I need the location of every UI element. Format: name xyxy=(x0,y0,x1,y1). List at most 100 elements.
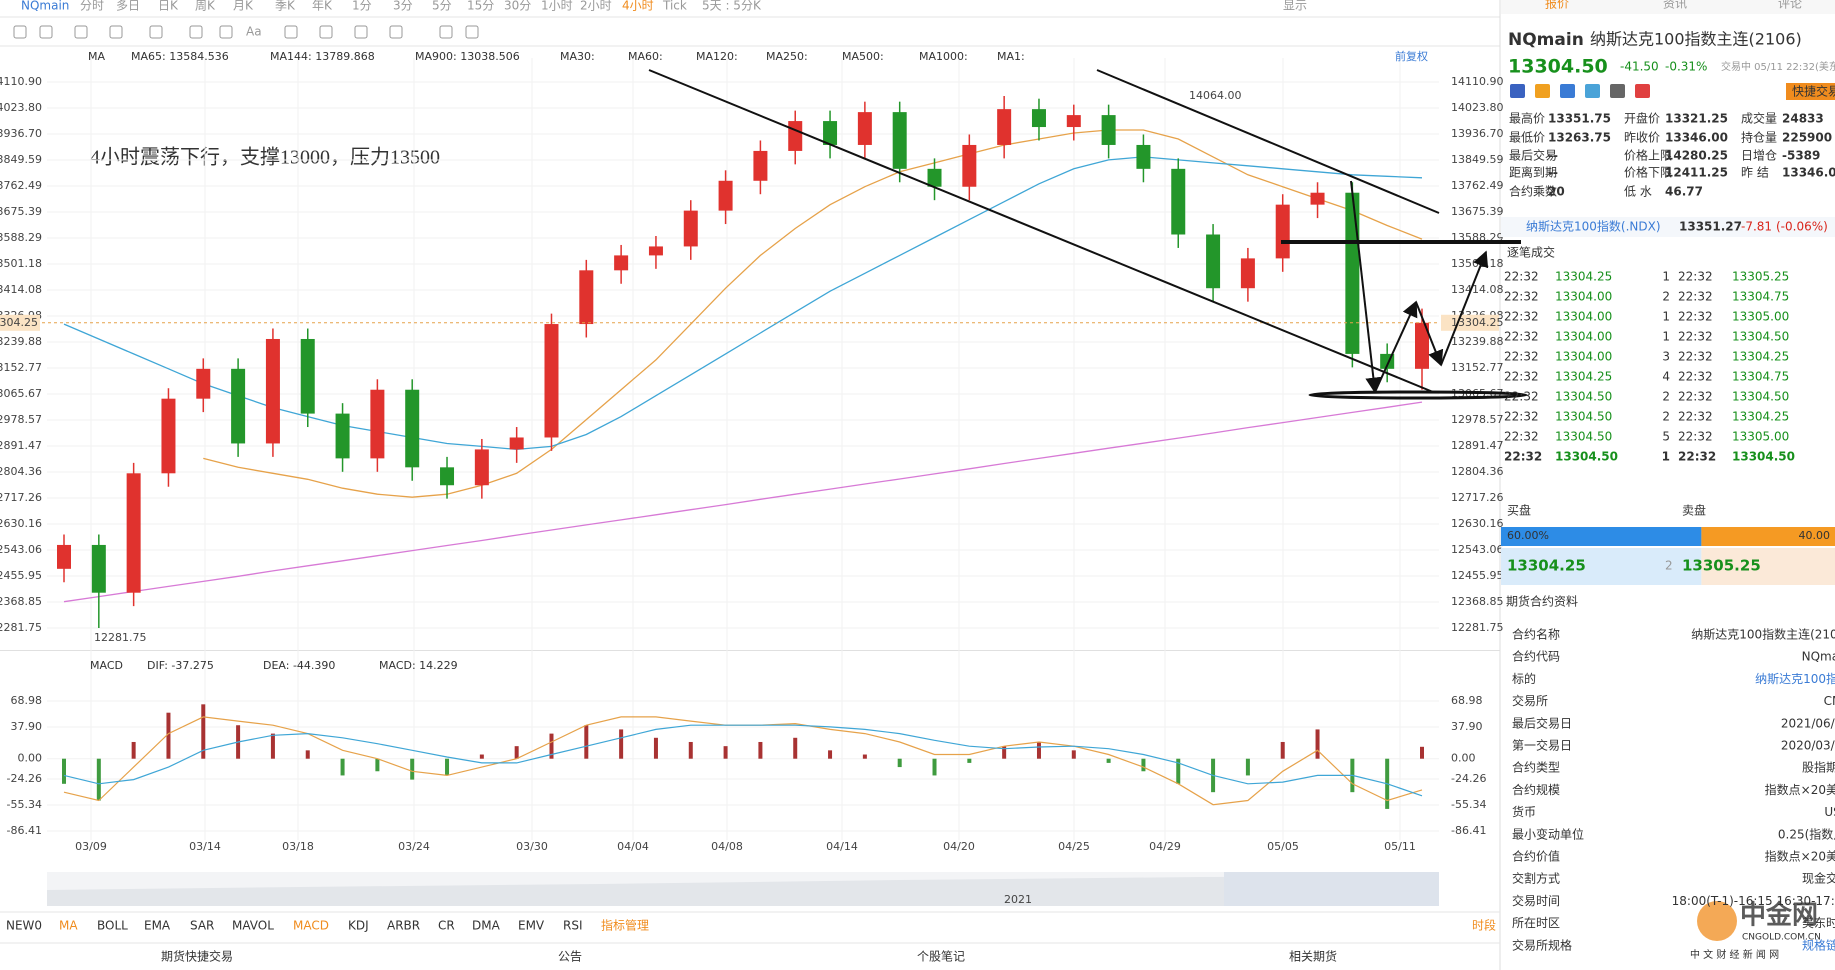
period-tab[interactable]: 1分 xyxy=(352,0,372,13)
support-line xyxy=(1308,390,1528,400)
tool-icon[interactable] xyxy=(354,25,368,39)
period-tab[interactable]: 5天 : 5分K xyxy=(702,0,762,13)
indicator-tab[interactable]: ARBR xyxy=(387,919,420,933)
period-tab[interactable]: 多日 xyxy=(116,0,140,13)
trade-cell: 22:32 xyxy=(1678,450,1716,464)
period-tab[interactable]: 月K xyxy=(233,0,254,13)
info-value: CME xyxy=(1824,694,1835,708)
panel-tab[interactable]: 资讯 xyxy=(1663,0,1687,11)
session-button[interactable]: 时段 xyxy=(1472,918,1496,933)
indicator-tab[interactable]: DMA xyxy=(472,919,501,933)
indicator-tab[interactable]: MACD xyxy=(293,919,329,933)
indicator-tab[interactable]: RSI xyxy=(563,919,583,933)
period-tab[interactable]: Tick xyxy=(662,0,687,13)
stat-value: 13263.75 xyxy=(1548,131,1611,145)
stat-label: 价格下限 xyxy=(1624,165,1672,180)
info-label: 交易所 xyxy=(1512,693,1548,708)
tool-icon[interactable] xyxy=(189,25,203,39)
legend-inactive: MA1000: xyxy=(919,50,968,63)
tool-icon[interactable] xyxy=(39,25,53,39)
y-tick-label: 12891.47 xyxy=(1451,439,1504,452)
y-tick-label: -55.34 xyxy=(1451,798,1486,811)
period-tab[interactable]: 2小时 xyxy=(580,0,612,13)
panel-tab[interactable]: 评论 xyxy=(1778,0,1802,11)
period-tab[interactable]: 分时 xyxy=(80,0,104,13)
macd-bar xyxy=(305,750,310,759)
arrow xyxy=(1350,180,1382,394)
stat-label: 低 水 xyxy=(1624,185,1652,199)
indicator-tab[interactable]: NEW0 xyxy=(6,919,42,933)
tool-icon[interactable] xyxy=(219,25,233,39)
y-tick-label: 14110.90 xyxy=(0,75,42,88)
quick-trade-button[interactable] xyxy=(1786,83,1835,100)
indicator-tab[interactable]: SAR xyxy=(190,919,214,933)
icon[interactable] xyxy=(1585,84,1600,98)
period-tab[interactable]: 5分 xyxy=(432,0,452,13)
indicator-tab[interactable]: CR xyxy=(438,919,455,933)
icon[interactable] xyxy=(1535,84,1550,98)
indicator-tab[interactable]: BOLL xyxy=(97,919,128,933)
info-label: 合约规模 xyxy=(1512,782,1560,797)
display-button[interactable]: 显示 xyxy=(1283,0,1307,13)
footer-link[interactable]: 个股笔记 xyxy=(917,949,965,964)
period-tab[interactable]: 15分 xyxy=(467,0,494,13)
icon[interactable] xyxy=(1635,84,1650,98)
tool-icon[interactable] xyxy=(109,25,123,39)
y-tick-label: 12978.57 xyxy=(1451,413,1504,426)
period-tab[interactable]: 3分 xyxy=(393,0,413,13)
footer-link[interactable]: 相关期货 xyxy=(1289,949,1337,964)
period-tab[interactable]: 30分 xyxy=(504,0,531,13)
tool-icon[interactable] xyxy=(439,25,453,39)
indicator-tab[interactable]: MA xyxy=(59,919,78,933)
tool-icon[interactable] xyxy=(284,25,298,39)
tool-icon[interactable] xyxy=(319,25,333,39)
period-tab[interactable]: 季K xyxy=(275,0,296,13)
period-tab[interactable]: 年K xyxy=(312,0,333,13)
info-value: 0.25(指数点) xyxy=(1778,826,1835,841)
candle-body xyxy=(126,473,141,593)
bid-size: 2 xyxy=(1665,559,1673,573)
footer-link[interactable]: 期货快捷交易 xyxy=(161,949,233,964)
indicator-tab[interactable]: EMA xyxy=(144,919,171,933)
info-value: USD xyxy=(1824,805,1835,819)
indicator-tab[interactable]: EMV xyxy=(518,919,545,933)
period-tab[interactable]: 周K xyxy=(195,0,216,13)
tool-icon[interactable] xyxy=(389,25,403,39)
candle-body xyxy=(823,121,838,145)
tool-icon[interactable] xyxy=(149,25,163,39)
legend-inactive: MA120: xyxy=(696,50,738,63)
tool-icon[interactable] xyxy=(465,25,479,39)
footer-link[interactable]: 公告 xyxy=(558,950,582,964)
y-tick-label: 68.98 xyxy=(11,694,43,707)
candle-body xyxy=(1206,234,1221,289)
tool-icon[interactable] xyxy=(13,25,27,39)
panel-tab[interactable]: 报价 xyxy=(1545,0,1569,11)
period-tab[interactable]: 日K xyxy=(158,0,179,13)
bid-box xyxy=(1501,548,1702,585)
scroller-window[interactable] xyxy=(1224,872,1439,906)
tool-icon[interactable] xyxy=(74,25,88,39)
candle-body xyxy=(1101,115,1116,145)
tool-button[interactable]: Aa xyxy=(246,25,262,39)
adjust-button[interactable]: 前复权 xyxy=(1395,49,1428,63)
info-value: 2020/03/20 xyxy=(1781,739,1835,753)
y-tick-label: -24.26 xyxy=(1451,772,1486,785)
trade-cell: 22:32 xyxy=(1678,310,1713,324)
x-tick-label: 04/20 xyxy=(943,840,975,853)
macd-bar xyxy=(1002,746,1007,759)
indicator-tab[interactable]: MAVOL xyxy=(232,919,274,933)
indicator-tab[interactable]: 指标管理 xyxy=(601,918,649,933)
period-tab[interactable]: 4小时 xyxy=(622,0,654,13)
period-tab[interactable]: 1小时 xyxy=(541,0,573,13)
icon[interactable] xyxy=(1560,84,1575,98)
buy-bar xyxy=(1501,527,1702,546)
legend-inactive: MA500: xyxy=(842,50,884,63)
trade-cell: 22:32 xyxy=(1504,430,1539,444)
macd-bar xyxy=(479,754,484,759)
trade-cell: 2 xyxy=(1662,410,1670,424)
indicator-tab[interactable]: KDJ xyxy=(348,919,369,933)
icon[interactable] xyxy=(1510,84,1525,98)
icon[interactable] xyxy=(1610,84,1625,98)
